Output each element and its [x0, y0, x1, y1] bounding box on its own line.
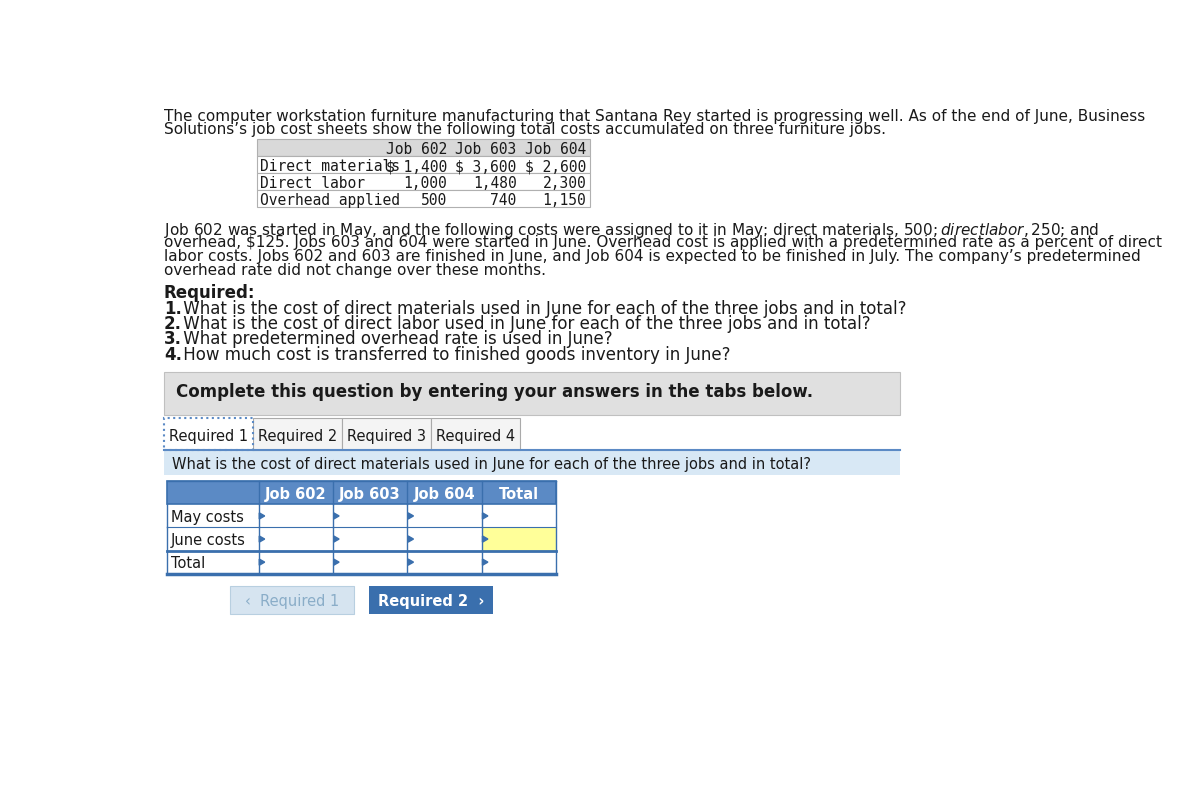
- Bar: [370, 586, 493, 614]
- Bar: [257, 174, 590, 190]
- Bar: [481, 551, 556, 574]
- Text: Job 602 was started in May, and the following costs were assigned to it in May: : Job 602 was started in May, and the foll…: [164, 221, 1099, 240]
- Text: How much cost is transferred to finished goods inventory in June?: How much cost is transferred to finished…: [178, 345, 731, 364]
- Text: $ 3,600: $ 3,600: [455, 159, 516, 174]
- Bar: [481, 505, 556, 528]
- Text: What is the cost of direct labor used in June for each of the three jobs and in : What is the cost of direct labor used in…: [178, 315, 870, 333]
- Text: Job 603: Job 603: [455, 142, 516, 158]
- Bar: [167, 505, 258, 528]
- Text: 1.: 1.: [164, 299, 182, 318]
- Polygon shape: [259, 559, 265, 565]
- Text: 4.: 4.: [164, 345, 182, 364]
- Polygon shape: [334, 536, 340, 542]
- Text: Job 604: Job 604: [526, 142, 587, 158]
- Bar: [258, 551, 332, 574]
- Text: 2.: 2.: [164, 315, 182, 333]
- Polygon shape: [482, 513, 488, 519]
- Text: Job 603: Job 603: [340, 487, 401, 502]
- Text: Required 2  ›: Required 2 ›: [378, 594, 485, 609]
- Text: What is the cost of direct materials used in June for each of the three jobs and: What is the cost of direct materials use…: [172, 457, 811, 472]
- Bar: [253, 418, 342, 451]
- Polygon shape: [408, 513, 414, 519]
- Bar: [164, 418, 253, 451]
- Text: Direct materials: Direct materials: [260, 159, 400, 174]
- Bar: [332, 551, 407, 574]
- Text: Required 2: Required 2: [258, 429, 337, 444]
- Polygon shape: [408, 559, 414, 565]
- Bar: [257, 190, 590, 207]
- Bar: [230, 586, 354, 614]
- Bar: [257, 139, 590, 156]
- Text: Required 1: Required 1: [168, 429, 247, 444]
- Text: Overhead applied: Overhead applied: [260, 193, 400, 209]
- Text: Job 604: Job 604: [414, 487, 475, 502]
- Polygon shape: [482, 559, 488, 565]
- Bar: [258, 505, 332, 528]
- Bar: [481, 528, 556, 551]
- Polygon shape: [259, 513, 265, 519]
- Bar: [407, 505, 481, 528]
- Bar: [164, 451, 900, 475]
- Text: 1,480: 1,480: [473, 177, 516, 191]
- Text: 500: 500: [420, 193, 446, 209]
- Text: Job 602: Job 602: [385, 142, 446, 158]
- Polygon shape: [334, 513, 340, 519]
- Text: Required 4: Required 4: [436, 429, 515, 444]
- Bar: [407, 528, 481, 551]
- Text: 3.: 3.: [164, 330, 182, 349]
- Bar: [167, 528, 258, 551]
- Text: $ 1,400: $ 1,400: [385, 159, 446, 174]
- Bar: [407, 551, 481, 574]
- Text: Required:: Required:: [164, 284, 256, 302]
- Text: What predetermined overhead rate is used in June?: What predetermined overhead rate is used…: [178, 330, 612, 349]
- Bar: [167, 551, 258, 574]
- Text: Direct labor: Direct labor: [260, 177, 365, 191]
- Text: Total: Total: [499, 487, 539, 502]
- Text: 1,150: 1,150: [542, 193, 587, 209]
- Text: 740: 740: [491, 193, 516, 209]
- Text: overhead rate did not change over these months.: overhead rate did not change over these …: [164, 263, 546, 278]
- Polygon shape: [334, 559, 340, 565]
- Bar: [332, 505, 407, 528]
- Text: June costs: June costs: [170, 533, 246, 548]
- Text: labor costs. Jobs 602 and 603 are finished in June, and Job 604 is expected to b: labor costs. Jobs 602 and 603 are finish…: [164, 248, 1141, 263]
- Text: Complete this question by entering your answers in the tabs below.: Complete this question by entering your …: [176, 383, 814, 400]
- Text: 1,000: 1,000: [403, 177, 446, 191]
- Text: $ 2,600: $ 2,600: [526, 159, 587, 174]
- Bar: [164, 418, 253, 451]
- Bar: [257, 156, 590, 174]
- Text: Required 3: Required 3: [347, 429, 426, 444]
- Text: Job 602: Job 602: [265, 487, 326, 502]
- Polygon shape: [482, 536, 488, 542]
- Text: Solutions’s job cost sheets show the following total costs accumulated on three : Solutions’s job cost sheets show the fol…: [164, 123, 886, 138]
- Text: 2,300: 2,300: [542, 177, 587, 191]
- Text: May costs: May costs: [170, 509, 244, 525]
- Polygon shape: [259, 536, 265, 542]
- Bar: [332, 528, 407, 551]
- Bar: [258, 528, 332, 551]
- Bar: [167, 482, 556, 505]
- Text: The computer workstation furniture manufacturing that Santana Rey started is pro: The computer workstation furniture manuf…: [164, 108, 1145, 123]
- Text: Total: Total: [170, 556, 205, 571]
- Bar: [164, 372, 900, 415]
- Bar: [342, 418, 431, 451]
- Text: ‹  Required 1: ‹ Required 1: [245, 594, 338, 609]
- Text: overhead, $125. Jobs 603 and 604 were started in June. Overhead cost is applied : overhead, $125. Jobs 603 and 604 were st…: [164, 235, 1162, 250]
- Bar: [431, 418, 521, 451]
- Polygon shape: [408, 536, 414, 542]
- Text: What is the cost of direct materials used in June for each of the three jobs and: What is the cost of direct materials use…: [178, 299, 906, 318]
